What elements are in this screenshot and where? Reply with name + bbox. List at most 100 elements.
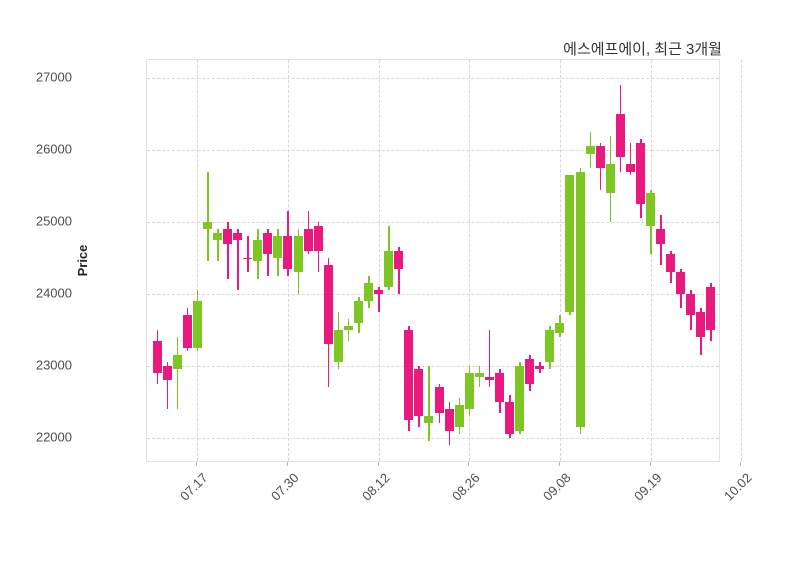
candlestick — [353, 60, 363, 463]
candle-wick — [237, 229, 239, 291]
candle-body — [656, 229, 666, 244]
candle-body — [424, 416, 434, 424]
candlestick — [545, 60, 555, 463]
gridline-y-22000 — [147, 437, 719, 439]
candlestick — [162, 60, 172, 463]
x-tick-mark — [377, 462, 379, 466]
candlestick — [414, 60, 424, 463]
candle-body — [434, 387, 444, 413]
x-tick-label: 08.12 — [358, 470, 393, 504]
candlestick — [535, 60, 545, 463]
candle-body — [464, 373, 474, 409]
candle-wick — [478, 365, 481, 388]
candle-wick — [629, 142, 632, 176]
x-tick-label: 09.19 — [630, 470, 665, 504]
candlestick — [666, 60, 676, 463]
x-tick-mark — [649, 462, 651, 466]
candlestick — [434, 60, 444, 463]
candle-body — [545, 329, 555, 363]
candlestick — [273, 60, 283, 463]
candlestick — [212, 60, 222, 463]
candlestick — [474, 60, 484, 463]
candlestick — [646, 60, 655, 463]
candle-wick — [428, 365, 431, 442]
candle-body — [333, 329, 343, 363]
candle-body — [595, 146, 605, 168]
candlestick — [313, 60, 323, 463]
candle-body — [635, 142, 645, 204]
candlestick — [454, 60, 464, 463]
chart-title: 에스에프에이, 최근 3개월 — [563, 41, 722, 58]
candlestick — [484, 60, 494, 463]
gridline-x-08.12 — [378, 60, 380, 461]
candle-body — [343, 326, 353, 330]
candle-body — [444, 409, 454, 431]
candle-body — [706, 286, 716, 330]
candle-wick — [488, 329, 491, 388]
candlestick — [172, 60, 182, 463]
candlestick — [303, 60, 313, 463]
candlestick — [505, 60, 515, 463]
candle-body — [404, 329, 414, 420]
candle-body — [666, 254, 676, 273]
candle-body — [303, 229, 313, 251]
candlestick — [555, 60, 565, 463]
candlestick — [283, 60, 293, 463]
x-tick-label: 10.02 — [721, 470, 755, 504]
candle-body — [293, 236, 303, 273]
candle-body — [243, 257, 253, 260]
candle-body — [273, 236, 283, 258]
x-tick-mark — [740, 462, 742, 466]
candle-body — [454, 405, 464, 427]
candlestick — [323, 60, 333, 463]
candle-body — [202, 221, 212, 230]
candlestick — [676, 60, 686, 463]
candle-body — [394, 250, 404, 269]
candlestick — [223, 60, 233, 463]
candlestick — [464, 60, 474, 463]
candle-wick — [216, 229, 219, 262]
x-tick-label: 07.30 — [267, 470, 302, 504]
gridline-x-07.17 — [197, 60, 199, 461]
candlestick — [585, 60, 595, 463]
candle-body — [565, 175, 575, 312]
candlestick — [595, 60, 605, 463]
candlestick — [686, 60, 696, 463]
candlestick — [263, 60, 273, 463]
candlestick — [696, 60, 706, 463]
candle-body — [535, 365, 545, 370]
y-tick-label: 25000 — [35, 213, 72, 229]
candle-body — [323, 265, 333, 345]
candle-body — [263, 232, 273, 255]
candlestick — [253, 60, 263, 463]
candle-wick — [378, 286, 380, 312]
candle-body — [676, 272, 686, 294]
candle-wick — [166, 362, 169, 410]
candle-body — [484, 376, 494, 381]
candle-body — [605, 164, 615, 194]
candlestick — [605, 60, 615, 463]
candlestick — [364, 60, 374, 463]
candle-wick — [206, 171, 209, 262]
candle-body — [585, 146, 595, 154]
gridline-x-10.02 — [741, 60, 743, 461]
x-tick-label: 07.17 — [177, 470, 211, 504]
candlestick — [374, 60, 384, 463]
candle-body — [374, 290, 384, 294]
gridline-y-25000 — [147, 221, 719, 223]
y-tick-label: 23000 — [35, 357, 72, 373]
candlestick — [656, 60, 666, 463]
candlestick — [494, 60, 504, 463]
candle-body — [474, 373, 484, 377]
candle-body — [253, 239, 263, 262]
candlestick — [202, 60, 212, 463]
candlestick — [384, 60, 394, 463]
candle-wick — [247, 236, 249, 273]
candle-wick — [176, 337, 179, 410]
x-tick-mark — [468, 462, 470, 466]
candlestick — [575, 60, 585, 463]
candle-body — [192, 301, 202, 348]
candlestick — [243, 60, 253, 463]
candle-body — [494, 373, 504, 402]
